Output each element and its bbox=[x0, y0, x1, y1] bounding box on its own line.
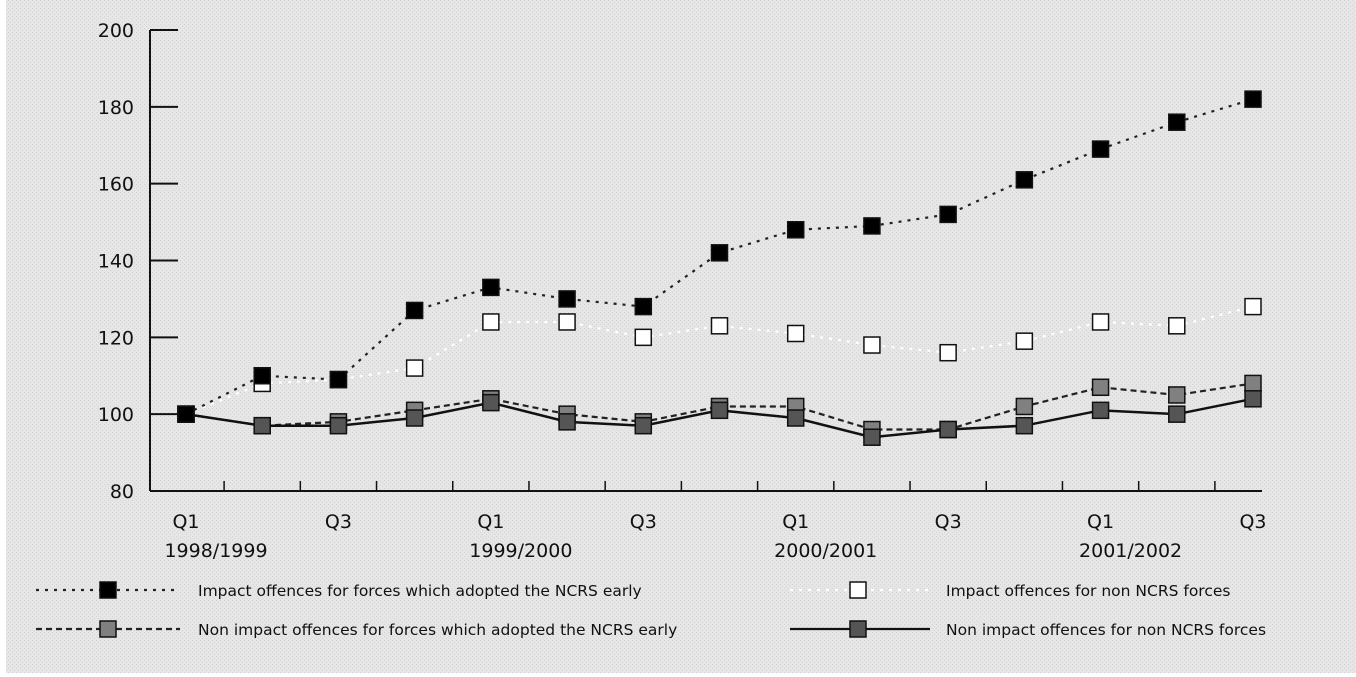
legend-marker bbox=[849, 581, 867, 599]
series-0 bbox=[177, 90, 1262, 423]
y-tick-label: 100 bbox=[98, 404, 134, 426]
x-year-label: 1998/1999 bbox=[164, 540, 267, 562]
series-layer bbox=[177, 90, 1262, 446]
data-point bbox=[482, 393, 500, 412]
data-point bbox=[1244, 390, 1262, 408]
data-point bbox=[1168, 405, 1186, 423]
series-line bbox=[185, 382, 1254, 431]
data-point bbox=[786, 324, 805, 343]
data-point bbox=[558, 413, 576, 431]
data-point bbox=[1091, 401, 1110, 420]
data-point bbox=[1168, 113, 1186, 131]
data-point bbox=[1091, 140, 1110, 158]
data-point bbox=[253, 367, 271, 385]
data-point bbox=[329, 416, 348, 435]
x-tick-label: Q3 bbox=[1239, 511, 1266, 533]
legend-label: Impact offences for non NCRS forces bbox=[946, 582, 1230, 600]
legend-entry: Impact offences for forces which adopted… bbox=[36, 581, 642, 600]
x-year-label: 1999/2000 bbox=[469, 540, 572, 562]
data-point bbox=[786, 409, 805, 427]
y-tick-label: 160 bbox=[98, 174, 134, 196]
data-point bbox=[482, 313, 500, 331]
data-point bbox=[405, 409, 424, 427]
x-tick-label: Q3 bbox=[325, 511, 352, 533]
data-point bbox=[405, 359, 424, 377]
data-point bbox=[863, 428, 881, 446]
data-point bbox=[863, 336, 881, 354]
data-point bbox=[482, 278, 500, 297]
data-point bbox=[1168, 317, 1186, 335]
data-point bbox=[558, 313, 576, 331]
legend-entry: Impact offences for non NCRS forces bbox=[790, 581, 1230, 600]
y-tick-label: 200 bbox=[98, 20, 134, 42]
y-tick-label: 180 bbox=[98, 97, 134, 119]
legend-marker bbox=[99, 620, 117, 638]
legend-marker bbox=[849, 620, 867, 638]
data-point bbox=[1015, 416, 1034, 435]
data-point bbox=[1015, 171, 1034, 189]
data-point bbox=[939, 420, 957, 439]
data-point bbox=[939, 343, 957, 362]
legend-label: Non impact offences for forces which ado… bbox=[198, 621, 677, 639]
legend-entry: Non impact offences for forces which ado… bbox=[36, 620, 677, 639]
data-point bbox=[710, 317, 729, 335]
data-point bbox=[1091, 313, 1110, 331]
data-point bbox=[939, 205, 957, 224]
x-tick-label: Q1 bbox=[172, 511, 199, 533]
legend-label: Impact offences for forces which adopted… bbox=[198, 582, 642, 600]
data-point bbox=[1244, 90, 1262, 108]
data-point bbox=[1091, 378, 1110, 397]
data-point bbox=[710, 401, 729, 420]
data-point bbox=[405, 301, 424, 320]
x-year-label: 2000/2001 bbox=[774, 540, 877, 562]
data-point bbox=[253, 416, 271, 435]
y-tick-label: 80 bbox=[110, 481, 134, 503]
data-point bbox=[634, 328, 653, 347]
data-point bbox=[1168, 386, 1186, 404]
data-point bbox=[786, 221, 805, 239]
x-tick-label: Q1 bbox=[477, 511, 504, 533]
data-point bbox=[1015, 397, 1034, 416]
data-point bbox=[329, 370, 348, 389]
x-tick-label: Q3 bbox=[935, 511, 962, 533]
data-point bbox=[177, 405, 195, 423]
y-tick-label: 140 bbox=[98, 251, 134, 273]
legend-marker bbox=[99, 581, 117, 599]
series-3 bbox=[177, 390, 1262, 446]
x-tick-label: Q3 bbox=[630, 511, 657, 533]
data-point bbox=[634, 297, 653, 316]
data-point bbox=[1244, 297, 1262, 316]
y-tick-label: 120 bbox=[98, 327, 134, 349]
legend-label: Non impact offences for non NCRS forces bbox=[946, 621, 1266, 639]
data-point bbox=[634, 416, 653, 435]
data-point bbox=[710, 244, 729, 262]
legend: Impact offences for forces which adopted… bbox=[36, 581, 1266, 639]
chart-background bbox=[6, 0, 1356, 673]
data-point bbox=[1244, 374, 1262, 393]
legend-entry: Non impact offences for non NCRS forces bbox=[790, 620, 1266, 639]
x-year-label: 2001/2002 bbox=[1079, 540, 1182, 562]
data-point bbox=[558, 290, 576, 308]
axes: 80 100 120 140 160 180 200 Q1 1998/1999 Q3 Q1 1999/… bbox=[98, 20, 1267, 562]
data-point bbox=[863, 217, 881, 235]
data-point bbox=[1015, 332, 1034, 350]
x-tick-label: Q1 bbox=[782, 511, 809, 533]
x-tick-label: Q1 bbox=[1087, 511, 1114, 533]
